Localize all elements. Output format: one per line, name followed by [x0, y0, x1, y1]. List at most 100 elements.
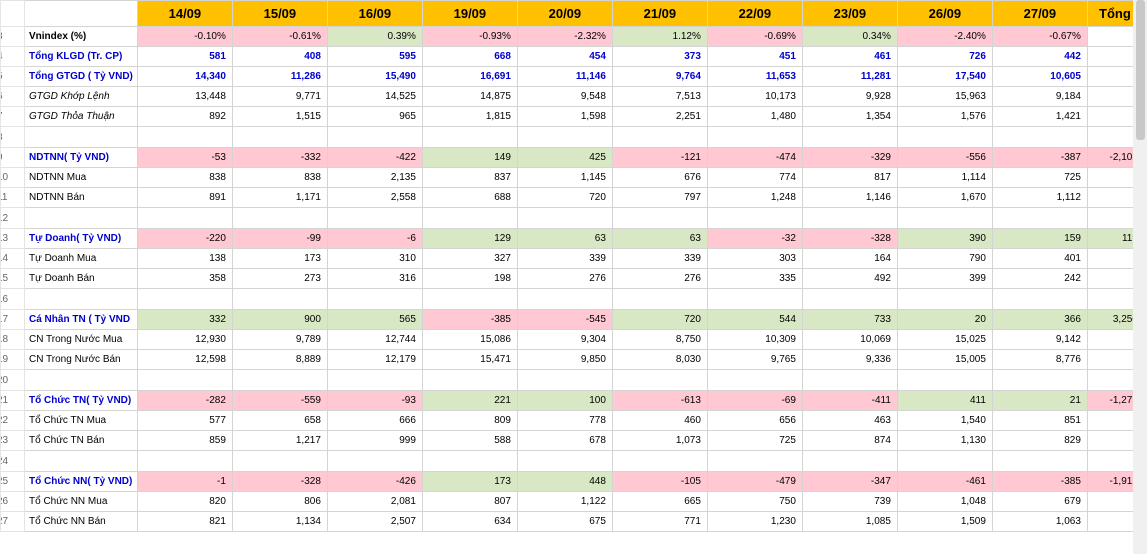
date-header[interactable]: 21/09 [611, 0, 708, 27]
total-cell[interactable]: -1,275 [1086, 390, 1143, 411]
row-number[interactable]: 6 [0, 86, 25, 107]
value-cell[interactable]: 2,507 [326, 511, 423, 532]
value-cell[interactable]: -2.40% [896, 26, 993, 47]
value-cell[interactable]: 790 [896, 248, 993, 269]
row-label[interactable]: GTGD Khớp Lệnh [24, 86, 138, 107]
value-cell[interactable]: 10,173 [706, 86, 803, 107]
value-cell[interactable]: -411 [801, 390, 898, 411]
value-cell[interactable]: 838 [231, 167, 328, 188]
row-number[interactable]: 23 [0, 430, 25, 451]
total-cell[interactable]: 3,250 [1086, 309, 1143, 330]
value-cell[interactable]: -385 [421, 309, 518, 330]
value-cell[interactable]: 658 [231, 410, 328, 431]
row-label[interactable]: Vnindex (%) [24, 26, 138, 47]
value-cell[interactable]: 1,598 [516, 106, 613, 127]
row-number[interactable]: 21 [0, 390, 25, 411]
value-cell[interactable]: 276 [611, 268, 708, 289]
value-cell[interactable]: 1,217 [231, 430, 328, 451]
value-cell[interactable]: -545 [516, 309, 613, 330]
row-label[interactable]: Tổ Chức TN Bán [24, 430, 138, 451]
value-cell[interactable]: -385 [991, 471, 1088, 492]
value-cell[interactable]: 8,030 [611, 349, 708, 370]
value-cell[interactable]: 454 [516, 46, 613, 67]
value-cell[interactable] [231, 450, 328, 472]
value-cell[interactable]: 11,281 [801, 66, 898, 87]
value-cell[interactable]: 1,815 [421, 106, 518, 127]
value-cell[interactable] [706, 369, 803, 391]
value-cell[interactable]: 303 [706, 248, 803, 269]
value-cell[interactable] [611, 450, 708, 472]
value-cell[interactable]: -220 [136, 228, 233, 249]
value-cell[interactable]: 358 [136, 268, 233, 289]
value-cell[interactable]: 1,122 [516, 491, 613, 512]
value-cell[interactable]: 565 [326, 309, 423, 330]
row-label[interactable]: CN Trong Nước Mua [24, 329, 138, 350]
value-cell[interactable]: 198 [421, 268, 518, 289]
row-number[interactable]: 16 [0, 288, 25, 310]
value-cell[interactable]: -0.69% [706, 26, 803, 47]
value-cell[interactable]: 242 [991, 268, 1088, 289]
value-cell[interactable]: -6 [326, 228, 423, 249]
row-number[interactable]: 10 [0, 167, 25, 188]
value-cell[interactable] [896, 450, 993, 472]
date-header[interactable]: 20/09 [516, 0, 613, 27]
value-cell[interactable]: -329 [801, 147, 898, 168]
value-cell[interactable]: 9,850 [516, 349, 613, 370]
value-cell[interactable]: 679 [991, 491, 1088, 512]
value-cell[interactable]: 544 [706, 309, 803, 330]
value-cell[interactable] [421, 126, 518, 148]
value-cell[interactable]: 492 [801, 268, 898, 289]
row-label[interactable]: GTGD Thỏa Thuận [24, 106, 138, 127]
value-cell[interactable]: 634 [421, 511, 518, 532]
value-cell[interactable]: 900 [231, 309, 328, 330]
row-label[interactable]: Tổ Chức NN Bán [24, 511, 138, 532]
row-number[interactable]: 20 [0, 369, 25, 391]
row-label[interactable]: Tổ Chức TN( Tỷ VND) [24, 390, 138, 411]
value-cell[interactable] [421, 369, 518, 391]
row-number[interactable]: 13 [0, 228, 25, 249]
label-header[interactable] [24, 0, 138, 27]
value-cell[interactable]: 0.39% [326, 26, 423, 47]
date-header[interactable]: 14/09 [136, 0, 233, 27]
value-cell[interactable]: 12,179 [326, 349, 423, 370]
value-cell[interactable] [801, 450, 898, 472]
value-cell[interactable]: 809 [421, 410, 518, 431]
value-cell[interactable]: 399 [896, 268, 993, 289]
value-cell[interactable]: 11,146 [516, 66, 613, 87]
value-cell[interactable]: 678 [516, 430, 613, 451]
value-cell[interactable] [136, 288, 233, 310]
value-cell[interactable]: 720 [516, 187, 613, 208]
value-cell[interactable]: 9,184 [991, 86, 1088, 107]
value-cell[interactable] [136, 369, 233, 391]
value-cell[interactable]: 1,670 [896, 187, 993, 208]
row-label[interactable]: Tự Doanh Mua [24, 248, 138, 269]
date-header[interactable]: 23/09 [801, 0, 898, 27]
value-cell[interactable] [231, 126, 328, 148]
value-cell[interactable]: 316 [326, 268, 423, 289]
vertical-scrollbar[interactable] [1133, 0, 1147, 554]
value-cell[interactable]: 1,146 [801, 187, 898, 208]
value-cell[interactable]: 778 [516, 410, 613, 431]
value-cell[interactable] [136, 126, 233, 148]
value-cell[interactable]: 726 [896, 46, 993, 67]
value-cell[interactable] [611, 369, 708, 391]
value-cell[interactable] [231, 369, 328, 391]
date-header[interactable]: 27/09 [991, 0, 1088, 27]
value-cell[interactable]: 668 [421, 46, 518, 67]
value-cell[interactable]: -613 [611, 390, 708, 411]
value-cell[interactable]: 1,171 [231, 187, 328, 208]
total-cell[interactable]: -2,102 [1086, 147, 1143, 168]
value-cell[interactable]: 20 [896, 309, 993, 330]
value-cell[interactable]: 9,336 [801, 349, 898, 370]
date-header[interactable]: 19/09 [421, 0, 518, 27]
value-cell[interactable]: 461 [801, 46, 898, 67]
value-cell[interactable]: 463 [801, 410, 898, 431]
value-cell[interactable]: 12,744 [326, 329, 423, 350]
value-cell[interactable]: 14,875 [421, 86, 518, 107]
row-number[interactable]: 26 [0, 491, 25, 512]
value-cell[interactable]: -121 [611, 147, 708, 168]
row-label[interactable] [24, 126, 138, 148]
value-cell[interactable] [611, 288, 708, 310]
value-cell[interactable]: 17,540 [896, 66, 993, 87]
row-number[interactable]: 11 [0, 187, 25, 208]
